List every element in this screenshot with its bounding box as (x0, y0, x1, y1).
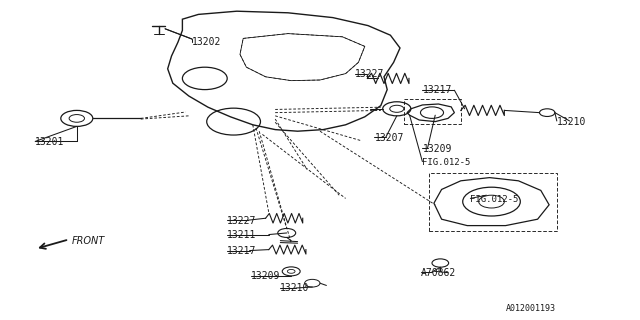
Text: 13210: 13210 (280, 283, 310, 293)
Text: FRONT: FRONT (72, 236, 105, 246)
Text: FIG.012-5: FIG.012-5 (470, 195, 519, 204)
Text: 13217: 13217 (227, 246, 257, 256)
Text: 13217: 13217 (422, 84, 452, 95)
Text: A012001193: A012001193 (506, 304, 556, 313)
Text: 13207: 13207 (374, 132, 404, 143)
Text: 13227: 13227 (227, 216, 257, 226)
Text: 13209: 13209 (422, 144, 452, 154)
Text: 13227: 13227 (355, 68, 385, 79)
Text: 13209: 13209 (251, 271, 280, 281)
Text: 13210: 13210 (557, 116, 586, 127)
Text: FIG.012-5: FIG.012-5 (422, 158, 471, 167)
Text: A70862: A70862 (421, 268, 456, 278)
Text: 13202: 13202 (192, 37, 221, 47)
Text: 13211: 13211 (227, 230, 257, 240)
Text: 13201: 13201 (35, 137, 65, 148)
